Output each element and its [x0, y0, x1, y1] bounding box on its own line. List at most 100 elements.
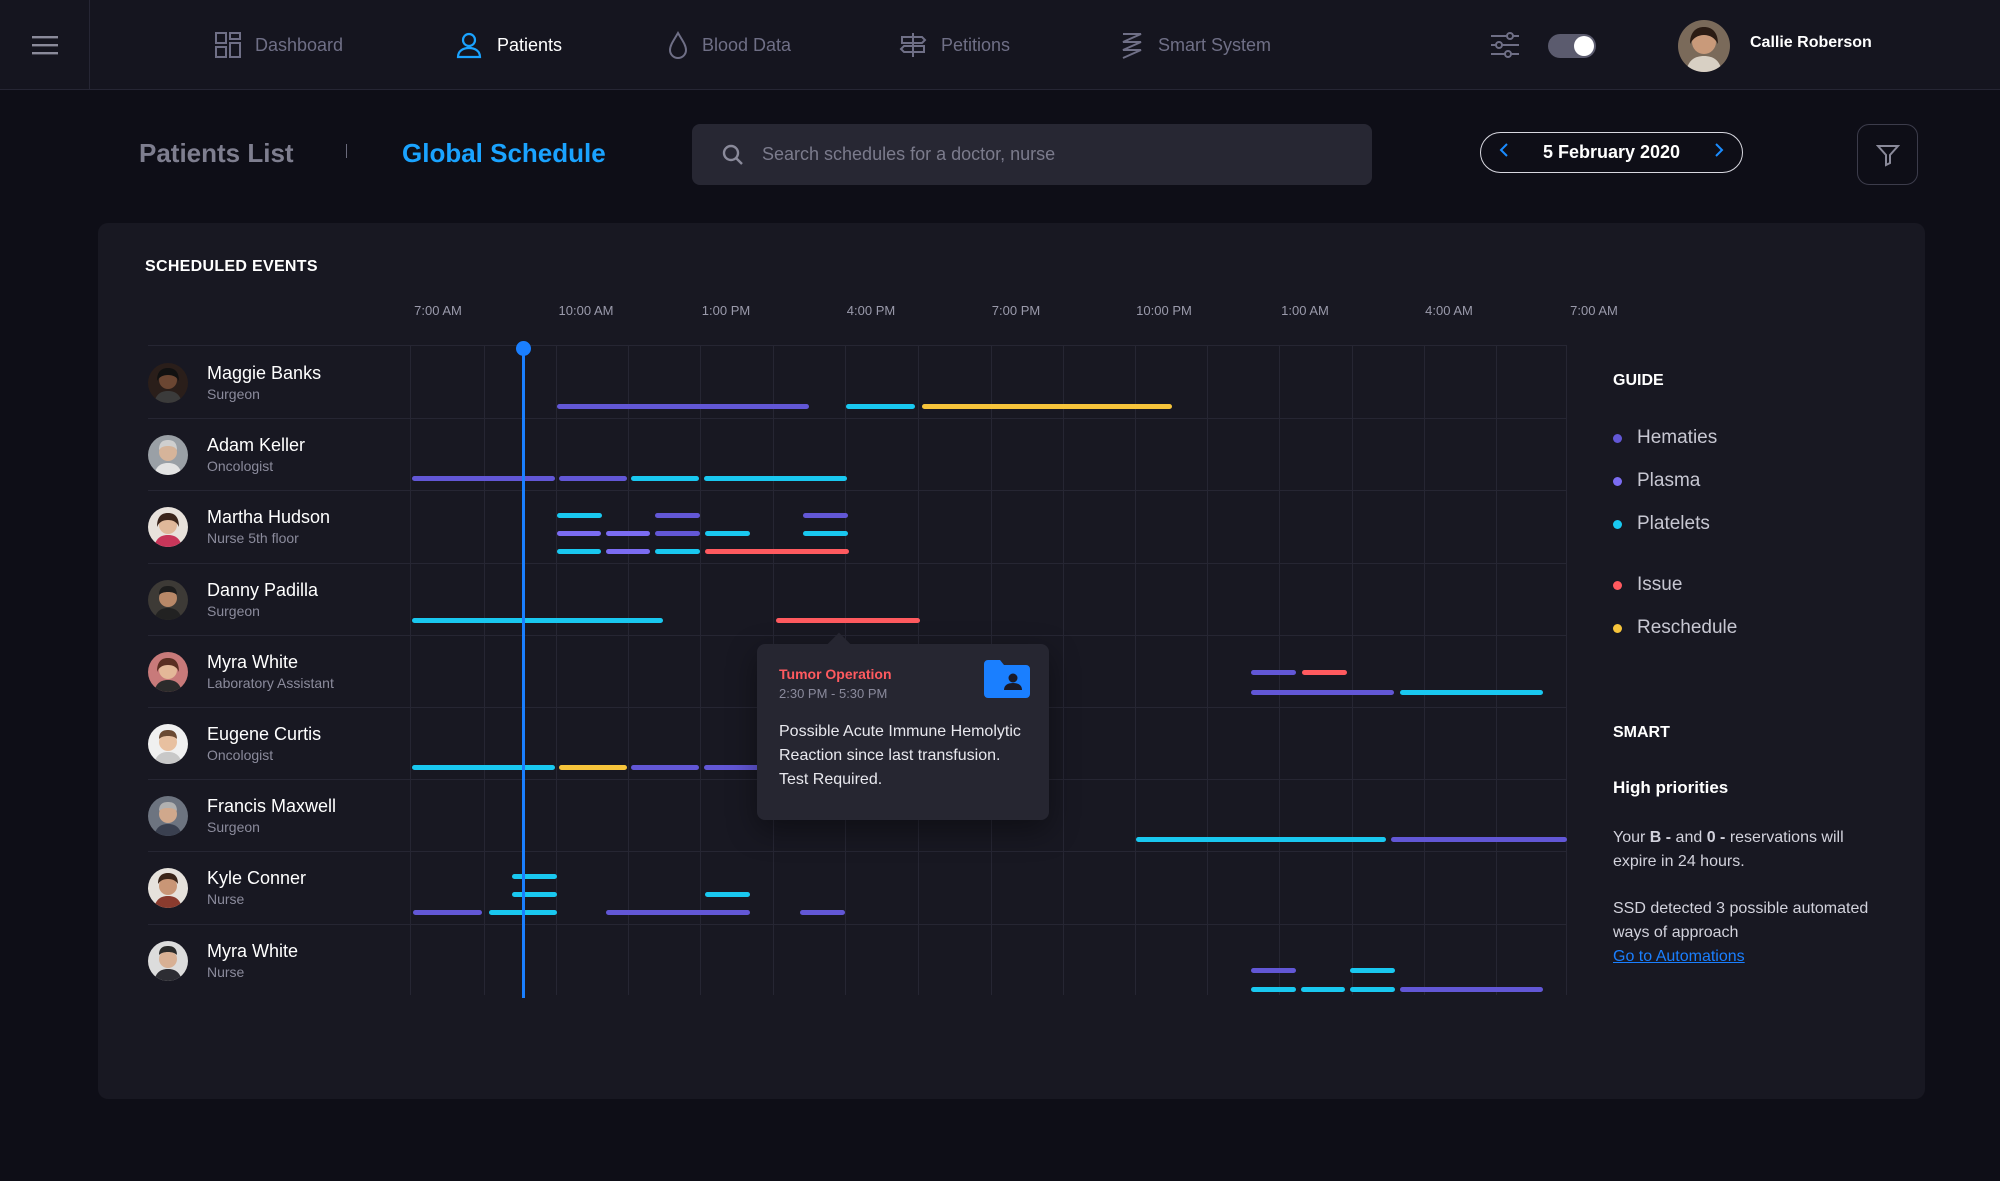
next-date-button[interactable]	[1714, 141, 1724, 164]
row-divider	[148, 924, 1567, 925]
scheduled-events-title: SCHEDULED EVENTS	[145, 258, 318, 275]
nav-petitions[interactable]: Petitions	[899, 0, 1010, 90]
event-bar-platelets[interactable]	[512, 874, 557, 879]
event-bar-platelets[interactable]	[412, 618, 663, 623]
go-to-automations-link[interactable]: Go to Automations	[1613, 948, 1745, 965]
event-bar-plasma[interactable]	[606, 531, 650, 536]
tab-global-schedule[interactable]: Global Schedule	[402, 138, 606, 168]
event-bar-platelets[interactable]	[512, 892, 557, 897]
event-bar-reschedule[interactable]	[922, 404, 1172, 409]
person-row[interactable]: Myra White Nurse	[148, 925, 298, 997]
toggle-knob	[1574, 36, 1594, 56]
person-name: Francis Maxwell	[207, 796, 337, 816]
event-bar-platelets[interactable]	[1350, 968, 1395, 973]
event-bar-hematies[interactable]	[1251, 690, 1394, 695]
event-bar-platelets[interactable]	[705, 531, 750, 536]
event-bar-hematies[interactable]	[655, 513, 700, 518]
person-row[interactable]: Eugene Curtis Oncologist	[148, 708, 321, 780]
event-bar-hematies[interactable]	[559, 476, 627, 481]
search-box[interactable]	[692, 124, 1372, 185]
event-bar-hematies[interactable]	[800, 910, 845, 915]
person-row[interactable]: Kyle Conner Nurse	[148, 852, 306, 924]
legend-label: Reschedule	[1637, 617, 1738, 638]
grid-line	[1424, 345, 1425, 995]
event-bar-hematies[interactable]	[1251, 670, 1296, 675]
event-bar-issue[interactable]	[705, 549, 849, 554]
person-row[interactable]: Maggie Banks Surgeon	[148, 347, 321, 419]
event-bar-hematies[interactable]	[631, 765, 699, 770]
hamburger-menu-button[interactable]	[0, 0, 90, 90]
event-bar-plasma[interactable]	[557, 531, 601, 536]
event-bar-platelets[interactable]	[557, 513, 602, 518]
person-name: Kyle Conner	[207, 868, 307, 888]
avatar	[148, 868, 188, 908]
event-bar-platelets[interactable]	[1400, 690, 1543, 695]
patient-folder-button[interactable]	[984, 660, 1030, 698]
event-bar-platelets[interactable]	[846, 404, 915, 409]
event-bar-issue[interactable]	[776, 618, 920, 623]
nav-blood-data[interactable]: Blood Data	[668, 0, 791, 90]
grid-line	[1135, 345, 1136, 995]
person-name: Martha Hudson	[207, 507, 331, 527]
event-bar-hematies[interactable]	[704, 765, 764, 770]
filter-icon	[1875, 144, 1900, 167]
grid-line	[1352, 345, 1353, 995]
event-bar-issue[interactable]	[1302, 670, 1347, 675]
nav-smart-system-label: Smart System	[1158, 34, 1272, 55]
search-input[interactable]	[762, 144, 1322, 165]
person-role: Surgeon	[207, 819, 260, 835]
person-row[interactable]: Danny Padilla Surgeon	[148, 564, 318, 636]
nav-patients[interactable]: Patients	[455, 0, 562, 90]
person-role: Oncologist	[207, 747, 274, 763]
legend-dot	[1613, 433, 1622, 443]
user-avatar[interactable]	[1678, 20, 1730, 72]
theme-toggle[interactable]	[1548, 34, 1596, 58]
event-bar-hematies[interactable]	[606, 910, 750, 915]
prev-date-button[interactable]	[1499, 141, 1509, 164]
event-bar-reschedule[interactable]	[559, 765, 627, 770]
event-bar-platelets[interactable]	[557, 549, 601, 554]
event-bar-platelets[interactable]	[803, 531, 848, 536]
event-bar-platelets[interactable]	[1136, 837, 1386, 842]
person-role: Oncologist	[207, 458, 274, 474]
legend-plasma: Plasma	[1613, 470, 1700, 492]
person-row[interactable]: Martha Hudson Nurse 5th floor	[148, 491, 330, 563]
event-bar-hematies[interactable]	[413, 910, 482, 915]
event-bar-platelets[interactable]	[704, 476, 847, 481]
event-bar-platelets[interactable]	[655, 549, 700, 554]
person-row[interactable]: Francis Maxwell Surgeon	[148, 780, 336, 852]
current-time-handle[interactable]	[516, 341, 531, 356]
person-role: Laboratory Assistant	[207, 675, 334, 691]
settings-sliders-button[interactable]	[1490, 32, 1520, 63]
tab-patients-list[interactable]: Patients List	[139, 138, 294, 168]
avatar	[148, 796, 188, 836]
nav-smart-system[interactable]: Smart System	[1120, 0, 1271, 90]
event-bar-hematies[interactable]	[1251, 968, 1296, 973]
tooltip-body: Possible Acute Immune Hemolytic Reaction…	[779, 723, 1021, 788]
event-bar-hematies[interactable]	[1400, 987, 1543, 992]
nav-dashboard[interactable]: Dashboard	[215, 0, 343, 90]
person-row[interactable]: Adam Keller Oncologist	[148, 419, 305, 491]
event-bar-hematies[interactable]	[803, 513, 848, 518]
event-bar-platelets[interactable]	[705, 892, 750, 897]
event-bar-platelets[interactable]	[1251, 987, 1296, 992]
filter-button[interactable]	[1857, 124, 1918, 185]
event-bar-platelets[interactable]	[1350, 987, 1395, 992]
legend-label: Hematies	[1637, 427, 1718, 448]
tooltip-time: 2:30 PM - 5:30 PM	[779, 686, 888, 701]
grid-line	[1566, 345, 1567, 995]
event-bar-hematies[interactable]	[1391, 837, 1567, 842]
event-bar-platelets[interactable]	[1301, 987, 1345, 992]
top-navigation: Dashboard Patients Blood Data Petitions …	[0, 0, 2000, 90]
event-bar-hematies[interactable]	[655, 531, 700, 536]
event-bar-hematies[interactable]	[412, 476, 555, 481]
event-bar-platelets[interactable]	[631, 476, 699, 481]
user-name: Callie Roberson	[1750, 34, 1872, 51]
event-bar-platelets[interactable]	[412, 765, 555, 770]
automation-text: SSD detected 3 possible automated ways o…	[1613, 900, 1869, 941]
event-bar-plasma[interactable]	[606, 549, 650, 554]
grid-line	[556, 345, 557, 995]
person-row[interactable]: Myra White Laboratory Assistant	[148, 636, 334, 708]
event-bar-hematies[interactable]	[557, 404, 809, 409]
person-role: Nurse	[207, 964, 245, 980]
